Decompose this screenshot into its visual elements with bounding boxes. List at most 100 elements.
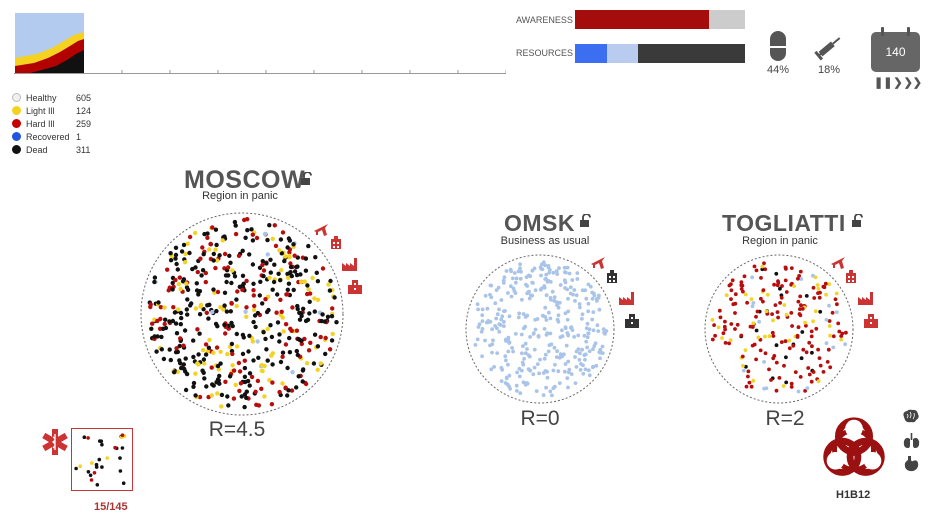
factory-icon[interactable] [342, 258, 358, 271]
brain-icon[interactable] [902, 409, 920, 424]
play-button[interactable]: ❯ [893, 77, 903, 89]
person-dot-black [263, 336, 268, 342]
person-dot-red [761, 288, 766, 292]
person-dot-blue [506, 349, 511, 354]
person-dot-blue [572, 335, 576, 339]
person-dot-black [294, 264, 299, 270]
omsk-population-circle[interactable] [465, 254, 615, 404]
person-dot-blue [503, 354, 508, 359]
building-icon[interactable] [348, 280, 362, 294]
person-dot-black [199, 273, 204, 278]
plane-icon[interactable] [313, 222, 329, 238]
factory-icon[interactable] [619, 292, 635, 305]
lungs-icon[interactable] [903, 433, 920, 449]
person-dot-blue [490, 350, 494, 355]
person-dot-black [760, 267, 765, 272]
person-dot-blue [262, 231, 268, 237]
person-dot-blue [480, 307, 485, 312]
togliatti-population-circle[interactable] [704, 254, 854, 404]
factory-icon[interactable] [858, 292, 874, 305]
syringe-icon[interactable] [812, 31, 846, 63]
person-dot-blue [524, 282, 528, 287]
calendar-icon[interactable]: 140 [871, 27, 920, 72]
person-dot-black [232, 219, 238, 225]
person-dot-blue [523, 341, 528, 346]
pathogen-name: H1B12 [836, 489, 871, 501]
person-dot-black [149, 326, 154, 331]
unlock-icon[interactable] [852, 214, 865, 228]
person-dot-blue [499, 298, 504, 302]
plane-icon[interactable] [590, 255, 606, 271]
medical-star-icon[interactable] [41, 428, 69, 456]
person-dot-blue [525, 313, 530, 318]
staff-dot [86, 436, 90, 440]
person-dot-red [260, 262, 265, 268]
person-dot-red [229, 300, 234, 306]
person-dot-yellow [219, 404, 224, 409]
person-dot-black [271, 279, 277, 285]
person-dot-blue [750, 304, 755, 309]
person-dot-black [296, 374, 301, 379]
person-dot-yellow [234, 303, 239, 309]
person-dot-red [798, 294, 803, 299]
biohazard-icon[interactable] [813, 410, 895, 490]
person-dot-red [318, 334, 323, 340]
person-dot-red [770, 312, 774, 316]
medical-staff-box[interactable] [71, 428, 133, 491]
person-dot-blue [566, 296, 570, 301]
person-dot-blue [583, 288, 588, 293]
person-dot-blue [557, 381, 562, 385]
person-dot-red [787, 346, 792, 351]
person-dot-red [205, 235, 210, 240]
person-dot-red [270, 380, 275, 385]
unlock-icon[interactable] [301, 172, 314, 186]
pause-button[interactable]: ❚❚ [874, 77, 893, 89]
person-dot-black [216, 378, 221, 383]
person-dot-yellow [792, 284, 796, 288]
person-dot-blue [483, 293, 488, 298]
person-dot-blue [506, 362, 510, 367]
person-dot-black [172, 370, 177, 375]
person-dot-red [739, 333, 744, 338]
person-dot-blue [583, 352, 588, 357]
person-dot-red [225, 265, 231, 270]
person-dot-red [804, 350, 809, 355]
person-dot-black [268, 270, 273, 275]
stomach-icon[interactable] [904, 456, 919, 472]
person-dot-blue [595, 323, 600, 328]
building-icon[interactable] [625, 314, 639, 328]
unlock-icon[interactable] [580, 214, 593, 228]
person-dot-black [261, 330, 266, 335]
moscow-population-circle[interactable] [140, 212, 344, 416]
person-dot-blue [811, 273, 815, 278]
person-dot-red [816, 347, 820, 352]
building-icon[interactable] [864, 314, 878, 328]
person-dot-red [195, 269, 200, 275]
person-dot-red [723, 319, 727, 324]
person-dot-black [257, 293, 262, 298]
person-dot-black [174, 261, 179, 267]
pill-icon[interactable] [769, 30, 787, 62]
person-dot-black [217, 373, 222, 379]
person-dot-black [249, 227, 254, 232]
person-dot-black [170, 287, 175, 292]
person-dot-black [226, 273, 231, 278]
person-dot-blue [555, 272, 560, 276]
person-dot-red [809, 379, 814, 384]
person-dot-blue [495, 312, 500, 317]
person-dot-black [784, 355, 788, 360]
person-dot-yellow [828, 333, 832, 338]
person-dot-blue [575, 277, 580, 281]
person-dot-red [236, 253, 242, 258]
staff-dot [88, 473, 93, 478]
person-dot-red [231, 368, 237, 373]
person-dot-blue [541, 371, 546, 375]
plane-icon[interactable] [830, 255, 846, 271]
fast-forward-button[interactable]: ❯❯ [903, 77, 922, 89]
hospital-icon[interactable] [845, 270, 857, 283]
hospital-icon[interactable] [606, 270, 618, 283]
person-dot-red [750, 343, 755, 348]
hospital-icon[interactable] [330, 236, 342, 249]
person-dot-black [234, 297, 239, 302]
calendar-ring [907, 27, 910, 36]
